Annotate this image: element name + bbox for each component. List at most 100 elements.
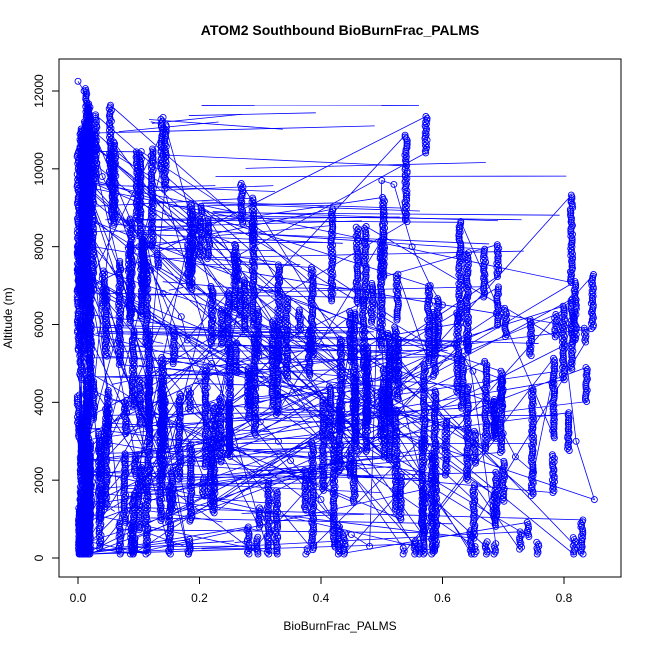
- data-point: [579, 516, 587, 524]
- data-point: [143, 308, 151, 316]
- data-point: [420, 550, 428, 558]
- data-point: [391, 330, 399, 338]
- data-point: [335, 414, 343, 422]
- data-point: [319, 397, 327, 404]
- data-point: [331, 472, 339, 480]
- data-point: [319, 447, 327, 455]
- series-segment: [201, 201, 405, 209]
- data-point: [250, 205, 258, 213]
- data-point: [482, 441, 490, 449]
- data-point: [318, 467, 326, 475]
- data-point: [583, 366, 591, 373]
- data-point: [328, 232, 336, 240]
- data-point: [359, 309, 367, 317]
- data-point: [329, 281, 337, 289]
- data-point: [329, 474, 337, 482]
- data-point: [419, 465, 427, 473]
- data-point: [352, 223, 360, 231]
- data-point: [107, 107, 115, 114]
- data-point: [250, 269, 258, 277]
- data-point: [329, 458, 337, 466]
- data-point: [499, 488, 507, 496]
- data-point: [149, 196, 157, 204]
- data-point: [153, 253, 161, 261]
- data-point: [127, 238, 135, 246]
- data-point: [335, 419, 343, 427]
- data-point: [360, 340, 368, 348]
- data-point: [572, 437, 580, 445]
- data-point: [252, 406, 260, 414]
- data-point: [166, 550, 174, 558]
- data-point: [379, 426, 387, 434]
- data-point: [421, 529, 429, 536]
- data-point: [147, 170, 155, 178]
- data-point: [127, 253, 135, 261]
- data-point: [564, 432, 572, 440]
- data-point: [336, 335, 344, 343]
- data-point: [358, 331, 366, 339]
- data-point: [328, 209, 336, 217]
- series-segment: [159, 154, 407, 167]
- plot-area: [73, 77, 598, 558]
- series-segment: [149, 119, 283, 130]
- data-point: [376, 328, 384, 336]
- data-point: [419, 491, 427, 499]
- series-segment: [211, 449, 353, 454]
- data-point: [345, 334, 353, 342]
- data-point: [249, 248, 257, 256]
- data-point: [481, 359, 489, 367]
- data-point: [208, 359, 216, 367]
- data-point: [252, 402, 259, 410]
- data-point: [167, 482, 175, 490]
- data-point: [284, 294, 291, 302]
- data-point: [282, 370, 290, 378]
- data-point: [128, 382, 136, 390]
- data-point: [126, 289, 134, 297]
- data-point: [161, 185, 169, 193]
- data-point: [128, 233, 136, 241]
- data-point: [162, 167, 170, 175]
- data-point: [248, 282, 256, 290]
- data-point: [240, 291, 248, 299]
- series-segment: [97, 331, 370, 334]
- data-point: [336, 386, 344, 394]
- data-point: [564, 445, 572, 453]
- data-point: [327, 250, 335, 258]
- data-point: [167, 531, 174, 538]
- data-point: [354, 281, 362, 289]
- data-point: [125, 257, 133, 265]
- data-point: [153, 249, 161, 257]
- data-point: [156, 481, 164, 489]
- data-point: [336, 441, 344, 448]
- data-point: [130, 509, 138, 517]
- data-point: [254, 533, 262, 541]
- series-segment: [211, 215, 522, 221]
- data-point: [354, 299, 362, 307]
- data-point: [419, 487, 427, 495]
- data-point: [116, 520, 124, 528]
- data-point: [353, 263, 361, 271]
- data-point: [149, 154, 157, 162]
- data-point: [90, 248, 98, 256]
- data-point: [130, 327, 138, 335]
- data-point: [255, 336, 262, 344]
- data-point: [167, 520, 174, 528]
- data-point: [354, 270, 362, 278]
- data-point: [378, 321, 386, 329]
- data-point: [125, 260, 132, 268]
- data-point: [482, 377, 490, 385]
- data-point: [158, 479, 166, 487]
- data-point: [338, 366, 346, 374]
- data-point: [378, 177, 386, 184]
- data-point: [157, 508, 165, 516]
- data-point: [251, 232, 258, 240]
- series-segment: [256, 465, 401, 476]
- data-point: [327, 292, 335, 299]
- data-point: [159, 289, 167, 297]
- data-point: [142, 305, 150, 313]
- data-point: [149, 180, 156, 188]
- data-point: [142, 321, 150, 329]
- data-point: [378, 339, 386, 346]
- series-segment: [234, 540, 249, 543]
- data-point: [201, 403, 209, 411]
